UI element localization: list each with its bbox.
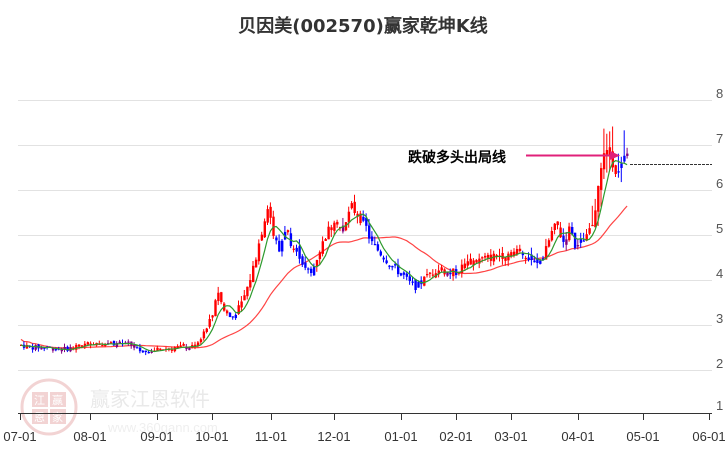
y-tick: 6 [716, 176, 723, 191]
x-tick: 12-01 [317, 429, 350, 444]
x-tick: 09-01 [140, 429, 173, 444]
watermark-logo-char: 赢 [52, 393, 63, 407]
candlesticks [20, 126, 629, 356]
watermark-url: www.360gann.com [107, 420, 218, 435]
annotation-label: 跌破多头出局线 [408, 149, 506, 166]
long-moving-average-line [20, 205, 628, 349]
x-tick: 01-01 [384, 429, 417, 444]
x-tick: 04-01 [561, 429, 594, 444]
x-axis: 07-01 08-01 09-01 10-01 11-01 12-01 01-01 02-01… [3, 413, 726, 444]
watermark-logo-char: 家 [52, 410, 63, 424]
arrow-head-icon [610, 151, 620, 160]
y-tick: 2 [716, 356, 723, 371]
x-tick: 03-01 [494, 429, 527, 444]
y-tick: 5 [716, 221, 723, 236]
watermark-logo-char: 江 [34, 394, 45, 407]
watermark: 江 赢 恩 家 赢家江恩软件 www.360gann.com [20, 378, 218, 436]
grid-lines [18, 100, 712, 371]
y-tick: 1 [716, 398, 723, 413]
y-axis: 8 7 6 5 4 3 2 1 [716, 86, 723, 413]
y-tick: 3 [716, 311, 723, 326]
watermark-logo-char: 恩 [34, 411, 45, 424]
y-tick: 4 [716, 266, 723, 281]
y-tick: 7 [716, 131, 723, 146]
x-tick: 08-01 [73, 429, 106, 444]
x-tick: 06-01 [692, 429, 725, 444]
x-tick: 10-01 [195, 429, 228, 444]
short-moving-average-line [20, 160, 628, 353]
exit-line-annotation: 跌破多头出局线 [408, 149, 620, 166]
x-tick: 11-01 [255, 429, 287, 444]
x-tick: 05-01 [626, 429, 659, 444]
y-tick: 8 [716, 86, 723, 101]
x-tick: 02-01 [439, 429, 472, 444]
chart-title: 贝因美(002570)赢家乾坤K线 [238, 16, 488, 37]
x-tick: 07-01 [3, 429, 36, 444]
watermark-name: 赢家江恩软件 [90, 387, 210, 411]
